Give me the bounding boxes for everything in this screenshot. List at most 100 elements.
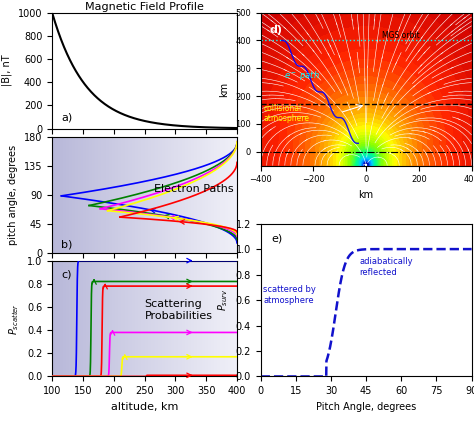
Bar (155, 137, 157, 253)
Bar (129, 261, 131, 376)
FancyArrowPatch shape (418, 50, 419, 52)
Bar (110, 137, 112, 253)
Bar (154, 261, 155, 376)
Bar (64, 261, 66, 376)
Bar (158, 137, 160, 253)
Bar (84, 137, 86, 253)
FancyArrowPatch shape (339, 55, 340, 58)
Bar (138, 137, 140, 253)
Bar (98, 137, 100, 253)
Bar (208, 137, 210, 253)
Bar (236, 137, 237, 253)
Bar (62, 261, 63, 376)
FancyArrowPatch shape (439, 60, 441, 61)
FancyArrowPatch shape (305, 140, 307, 141)
Bar (52, 137, 54, 253)
Bar (83, 137, 84, 253)
FancyArrowPatch shape (416, 107, 418, 108)
Bar (77, 261, 78, 376)
Bar (97, 261, 99, 376)
Bar (114, 137, 115, 253)
Bar (151, 137, 152, 253)
Bar (208, 261, 210, 376)
Bar (175, 137, 177, 253)
Bar (121, 261, 123, 376)
Bar (86, 137, 88, 253)
Bar (188, 137, 189, 253)
Bar (103, 137, 104, 253)
Bar (214, 261, 215, 376)
Text: d): d) (269, 25, 282, 35)
FancyArrowPatch shape (315, 91, 318, 93)
Bar (220, 137, 222, 253)
Bar (131, 137, 132, 253)
Bar (148, 261, 149, 376)
Bar (80, 261, 82, 376)
FancyArrowPatch shape (330, 155, 331, 157)
Bar (94, 137, 95, 253)
Text: scattered by
atmosphere: scattered by atmosphere (263, 285, 316, 305)
Bar (180, 137, 182, 253)
Bar (94, 261, 95, 376)
Bar (146, 137, 147, 253)
Bar (69, 137, 71, 253)
Bar (234, 261, 236, 376)
Bar (136, 137, 137, 253)
Title: Magnetic Field Profile: Magnetic Field Profile (85, 2, 204, 12)
Bar (146, 261, 147, 376)
Bar (95, 261, 97, 376)
Bar (149, 261, 151, 376)
Bar (63, 261, 64, 376)
Bar (223, 137, 225, 253)
Bar (78, 261, 80, 376)
Y-axis label: pitch angle, degrees: pitch angle, degrees (9, 145, 18, 244)
FancyArrowPatch shape (413, 85, 415, 87)
Bar (97, 137, 99, 253)
Bar (191, 137, 192, 253)
Bar (67, 261, 69, 376)
Bar (205, 261, 206, 376)
Bar (55, 137, 57, 253)
Bar (121, 137, 123, 253)
X-axis label: Pitch Angle, degrees: Pitch Angle, degrees (316, 402, 416, 412)
Bar (89, 137, 91, 253)
Bar (106, 261, 108, 376)
FancyArrowPatch shape (271, 20, 273, 22)
Bar (83, 261, 84, 376)
Bar (126, 137, 128, 253)
Bar (138, 261, 140, 376)
Bar (212, 261, 214, 376)
Bar (103, 261, 104, 376)
Bar (157, 261, 158, 376)
Bar (157, 137, 158, 253)
FancyArrowPatch shape (451, 30, 453, 32)
Bar (112, 261, 114, 376)
Bar (73, 137, 75, 253)
Bar (118, 261, 120, 376)
Bar (215, 261, 217, 376)
Bar (183, 261, 185, 376)
Bar (169, 261, 171, 376)
Bar (67, 137, 69, 253)
Bar (89, 261, 91, 376)
FancyArrowPatch shape (301, 90, 304, 91)
Bar (140, 137, 141, 253)
Bar (195, 261, 197, 376)
Bar (54, 137, 55, 253)
Bar (203, 261, 205, 376)
Y-axis label: $P_{scatter}$: $P_{scatter}$ (8, 302, 21, 335)
Bar (120, 261, 121, 376)
Bar (191, 261, 192, 376)
FancyArrowPatch shape (421, 37, 422, 38)
Bar (117, 261, 118, 376)
Text: collisional
atmosphere: collisional atmosphere (264, 104, 310, 123)
Bar (100, 261, 101, 376)
Bar (228, 261, 229, 376)
FancyArrowPatch shape (401, 149, 402, 151)
Bar (71, 261, 72, 376)
FancyArrowPatch shape (385, 99, 386, 101)
Text: adiabatically
reflected: adiabatically reflected (359, 257, 413, 277)
Bar (199, 261, 200, 376)
Bar (201, 137, 203, 253)
Bar (223, 261, 225, 376)
